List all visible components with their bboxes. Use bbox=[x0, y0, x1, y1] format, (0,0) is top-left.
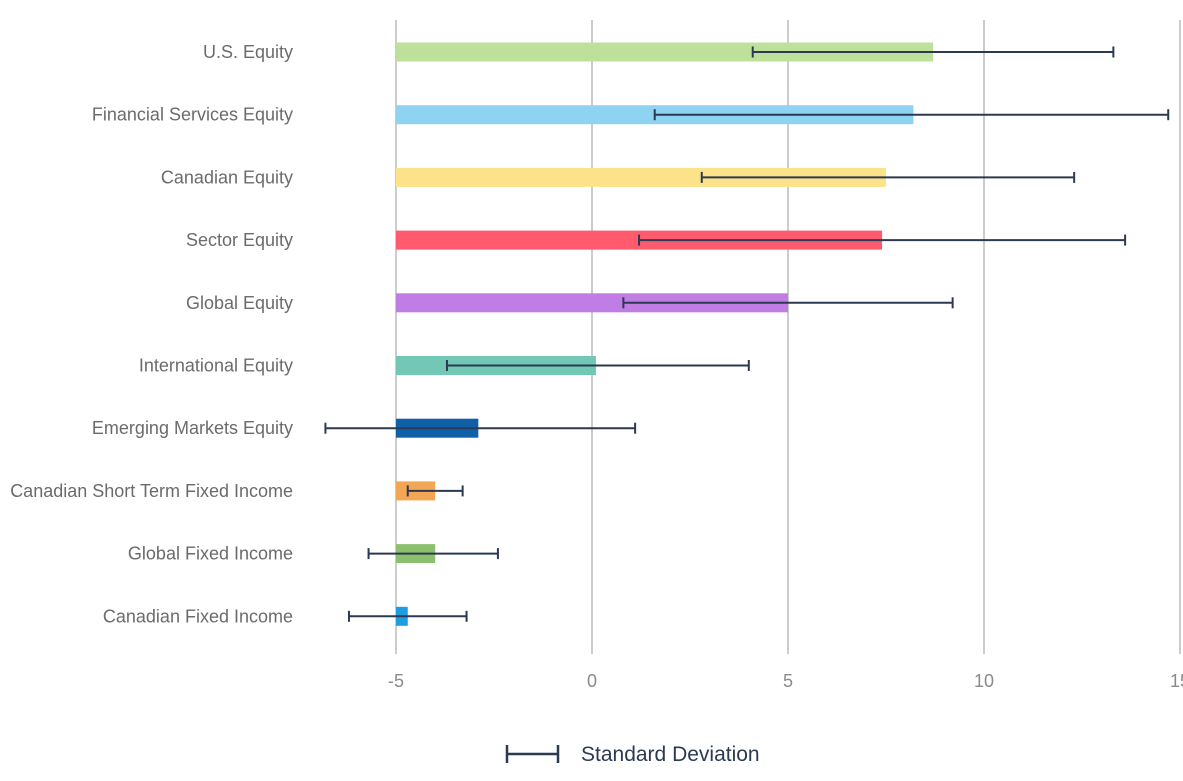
error-bar bbox=[751, 46, 1115, 58]
legend-label: Standard Deviation bbox=[581, 743, 760, 766]
error-bar bbox=[406, 485, 464, 497]
error-bar bbox=[622, 297, 954, 309]
legend: Standard Deviation bbox=[505, 743, 760, 766]
x-tick-label: 15 bbox=[1170, 671, 1183, 691]
x-tick-label: -5 bbox=[388, 671, 404, 691]
x-tick-label: 0 bbox=[587, 671, 597, 691]
category-label: Canadian Fixed Income bbox=[103, 606, 293, 626]
x-tick-labels: -5 0 5 10 15 bbox=[388, 671, 1183, 691]
category-label: Global Fixed Income bbox=[128, 544, 293, 564]
category-label: Sector Equity bbox=[186, 230, 293, 250]
error-bars bbox=[324, 46, 1170, 622]
bar bbox=[396, 42, 934, 62]
error-bar bbox=[367, 548, 499, 560]
x-tick-label: 10 bbox=[974, 671, 994, 691]
error-bar bbox=[638, 234, 1127, 246]
bars bbox=[396, 42, 934, 626]
category-label: Global Equity bbox=[186, 293, 293, 313]
error-bar bbox=[653, 109, 1170, 121]
category-label: Canadian Equity bbox=[161, 167, 293, 187]
bar bbox=[396, 167, 886, 187]
error-bar bbox=[700, 171, 1076, 183]
category-labels: U.S. Equity Financial Services Equity Cana… bbox=[10, 42, 293, 626]
bar bbox=[396, 293, 788, 313]
x-tick-label: 5 bbox=[783, 671, 793, 691]
error-bar bbox=[324, 422, 637, 434]
category-label: Canadian Short Term Fixed Income bbox=[10, 481, 293, 501]
error-bar bbox=[347, 610, 468, 622]
category-label: International Equity bbox=[139, 356, 293, 376]
legend-error-bar-icon bbox=[505, 745, 560, 763]
error-bar bbox=[445, 360, 750, 371]
category-label: Emerging Markets Equity bbox=[92, 418, 293, 438]
category-label: Financial Services Equity bbox=[92, 105, 293, 125]
category-label: U.S. Equity bbox=[203, 42, 293, 62]
